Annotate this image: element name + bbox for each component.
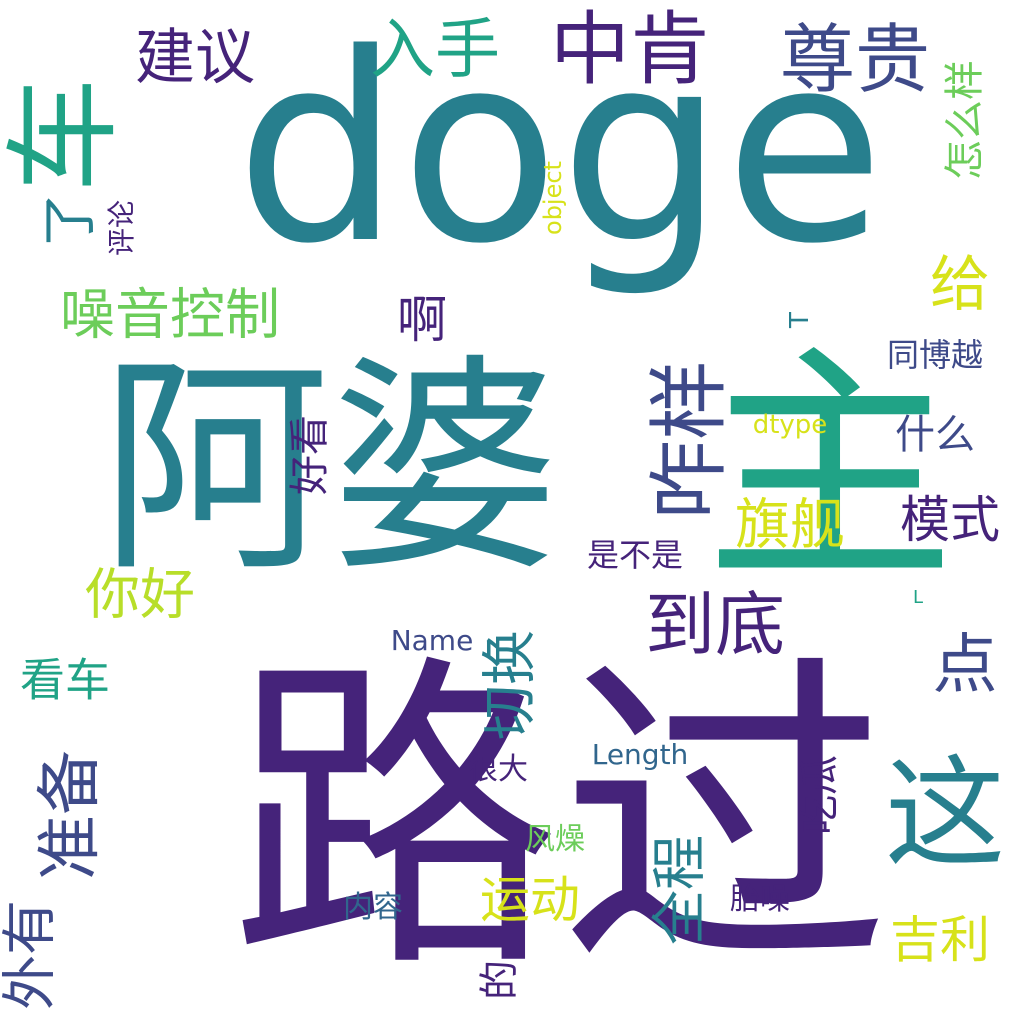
word-jianyi: 建议 — [135, 23, 255, 93]
word-zhongken: 中肯 — [550, 3, 710, 96]
word-le: 了 — [37, 192, 102, 248]
word-zhe: 这 — [885, 745, 1005, 884]
word-moshi: 模式 — [900, 491, 1000, 549]
word-object: object — [539, 161, 567, 235]
word-a: 啊 — [397, 291, 447, 349]
word-rushou: 入手 — [369, 12, 501, 88]
word-neirong: 内容 — [343, 890, 403, 925]
word-de: 的 — [477, 960, 523, 1000]
word-zayang: 咋样 — [643, 360, 736, 520]
word-haokan: 好看 — [287, 415, 333, 495]
word-zhu: 主 — [705, 324, 955, 615]
word-kanche: 看车 — [19, 653, 111, 707]
word-dtype: dtype — [752, 410, 828, 440]
word-t: T — [785, 312, 815, 328]
word-qiehuan: 切换 — [477, 629, 542, 741]
word-l: L — [912, 587, 924, 608]
word-shenme: 什么 — [895, 412, 975, 458]
word-taizao: 胎噪 — [730, 882, 790, 917]
word-zaoyinkongzhi: 噪音控制 — [59, 282, 281, 347]
word-shibushi: 是不是 — [586, 536, 684, 574]
word-yundong: 运动 — [480, 871, 580, 929]
word-apo: 阿婆 — [99, 336, 561, 603]
word-daodi: 到底 — [645, 584, 785, 666]
word-tongboyue: 同博越 — [886, 336, 984, 374]
word-jili: 吉利 — [890, 911, 990, 969]
word-length: Length — [591, 738, 689, 771]
word-nihao: 你好 — [84, 562, 196, 627]
word-doge: doge — [235, 0, 885, 301]
word-henda: 很大 — [468, 752, 528, 787]
word-quancheng: 全程 — [647, 834, 712, 946]
word-pinglun: 评论 — [105, 199, 138, 257]
word-chigua: 吃瓜 — [797, 755, 843, 835]
word-zhunbei: 准备 — [32, 749, 108, 881]
word-zenmeyang: 怎么样 — [942, 60, 988, 180]
word-luguo: 路过 — [230, 628, 890, 1012]
word-name: Name — [390, 624, 474, 657]
word-fengzao: 风燥 — [525, 822, 585, 857]
word-zungui: 尊贵 — [779, 15, 931, 104]
word-dian: 点 — [932, 627, 998, 703]
word-gei: 给 — [930, 250, 990, 320]
word-che: 车 — [0, 77, 132, 193]
word-waiyou: 外有 — [0, 899, 62, 1011]
word-qijian: 旗舰 — [734, 492, 846, 557]
